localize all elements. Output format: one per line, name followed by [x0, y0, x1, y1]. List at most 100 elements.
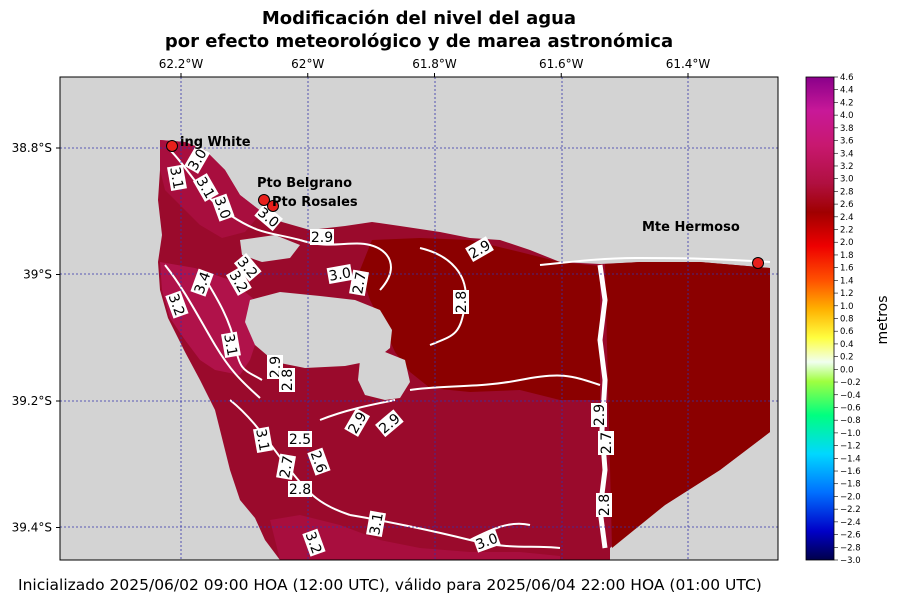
- colorbar-tick-label: 0.8: [840, 315, 854, 325]
- colorbar-tick-label: 3.6: [840, 137, 854, 147]
- svg-text:2.9: 2.9: [311, 230, 333, 246]
- colorbar-tick-label: 1.2: [840, 289, 854, 299]
- colorbar-ticks: 4.6 4.4 4.2 4.0 3.8 3.6 3.4 3.2 3.0 2.8 2.6 2.4 2.2 2…: [834, 73, 861, 566]
- longitude-tick-label: 61.6°W: [539, 57, 584, 71]
- station-pto-belgrano-label: Pto Belgrano: [257, 176, 352, 191]
- colorbar-tick-label: 4.2: [840, 98, 854, 108]
- colorbar-tick-label: 1.0: [840, 302, 854, 312]
- station-pto-rosales-label: Pto Rosales: [272, 195, 358, 210]
- contour-label: 2.8: [288, 481, 312, 498]
- colorbar-tick-label: −1.0: [840, 429, 861, 439]
- svg-text:3.0: 3.0: [211, 195, 234, 221]
- station-pto-rosales-marker[interactable]: [267, 200, 279, 212]
- contour-label: 2.8: [453, 290, 470, 314]
- contour-label: 2.7: [598, 431, 615, 455]
- map-frame: [59, 76, 779, 561]
- colorbar-tick-label: 4.0: [840, 111, 854, 121]
- contour-label: 3.0: [472, 529, 501, 554]
- island-east: [358, 352, 410, 400]
- svg-text:2.9: 2.9: [592, 404, 608, 426]
- colorbar-tick-label: −1.4: [840, 454, 861, 464]
- map-title-line2: por efecto meteorológico y de marea astr…: [164, 31, 674, 52]
- colorbar-tick-label: 2.0: [840, 238, 854, 248]
- colorbar-tick-label: −1.6: [840, 467, 861, 477]
- colorbar-tick-label: 2.2: [840, 226, 854, 236]
- svg-text:3.0: 3.0: [474, 531, 500, 554]
- contour-label: 3.4: [190, 268, 214, 297]
- colorbar-tick-label: 3.0: [840, 175, 854, 185]
- station-mte-hermoso-marker[interactable]: [752, 257, 764, 269]
- island-north: [240, 235, 300, 262]
- svg-text:2.7: 2.7: [599, 432, 615, 454]
- station-pto-belgrano-marker[interactable]: [258, 194, 270, 206]
- svg-text:3.1: 3.1: [220, 333, 240, 358]
- colorbar-tick-label: 0.4: [840, 340, 854, 350]
- colorbar-tick-label: 0.2: [840, 353, 854, 363]
- eastern-water: [605, 262, 770, 548]
- svg-text:2.5: 2.5: [289, 432, 311, 448]
- contour-label: 3.1: [220, 331, 241, 359]
- colorbar-tick-label: 2.8: [840, 187, 854, 197]
- svg-text:2.7: 2.7: [350, 271, 370, 296]
- central-water: [360, 238, 600, 400]
- latitude-tick-label: 38.8°S: [12, 141, 52, 155]
- contour-label: 3.0: [326, 264, 354, 285]
- longitude-tick-label: 62°W: [291, 57, 324, 71]
- colorbar-tick-label: −2.4: [840, 518, 861, 528]
- svg-text:2.6: 2.6: [307, 449, 330, 475]
- forecast-footer: Inicializado 2025/06/02 09:00 HOA (12:00…: [18, 576, 762, 594]
- colorbar-tick-label: 1.6: [840, 264, 854, 274]
- colorbar-tick-label: 3.2: [840, 162, 854, 172]
- colorbar-tick-label: 4.6: [840, 73, 854, 83]
- contour-label: 2.8: [279, 368, 296, 392]
- station-ing-white-label: ing White: [180, 135, 251, 150]
- colorbar-tick-label: −0.4: [840, 391, 861, 401]
- colorbar-tick-label: −2.2: [840, 505, 861, 515]
- contour-label: 2.7: [349, 269, 370, 297]
- svg-text:3.1: 3.1: [252, 428, 272, 453]
- longitude-tick-label: 62.2°W: [159, 57, 204, 71]
- contour-label: 3.1: [366, 510, 387, 538]
- contour-label: 3.1: [252, 426, 273, 454]
- colorbar-tick-label: 1.8: [840, 251, 854, 261]
- contour-label: 3.1: [166, 164, 187, 192]
- colorbar-tick-label: 2.6: [840, 200, 854, 210]
- longitude-tick-label: 61.8°W: [412, 57, 457, 71]
- svg-text:2.8: 2.8: [289, 482, 311, 498]
- colorbar-tick-label: −0.2: [840, 378, 861, 388]
- svg-text:2.8: 2.8: [280, 369, 296, 391]
- colorbar-tick-label: 2.4: [840, 213, 854, 223]
- contour-label: 2.6: [307, 447, 331, 476]
- svg-text:2.7: 2.7: [277, 455, 297, 480]
- contour-label: 2.7: [276, 453, 297, 481]
- latitude-axis: 38.8°S 39°S 39.2°S 39.4°S: [12, 141, 60, 535]
- svg-text:2.8: 2.8: [454, 291, 470, 313]
- contour-label: 2.8: [596, 493, 613, 517]
- colorbar-label: metros: [875, 295, 891, 344]
- contour-label: 3.2: [302, 528, 326, 557]
- station-mte-hermoso-label: Mte Hermoso: [642, 220, 740, 235]
- latitude-tick-label: 39.2°S: [12, 394, 52, 408]
- svg-text:3.1: 3.1: [166, 166, 186, 191]
- colorbar-tick-label: 0.6: [840, 327, 854, 337]
- colorbar-tick-label: −2.6: [840, 531, 861, 541]
- svg-text:3.2: 3.2: [165, 292, 188, 318]
- colorbar-tick-label: 0.0: [840, 365, 854, 375]
- station-markers: [166, 140, 764, 269]
- colorbar-tick-label: 3.4: [840, 149, 854, 159]
- colorbar-tick-label: −2.0: [840, 492, 861, 502]
- contour-label: 2.9: [310, 229, 334, 246]
- colorbar-tick-label: 3.8: [840, 124, 854, 134]
- contour-label: 2.5: [288, 431, 312, 448]
- contour-label-group: 3.03.1 3.13.0 3.02.93.02.72.92.83.23.4 3.23…: [165, 145, 615, 557]
- station-ing-white-marker[interactable]: [166, 140, 178, 152]
- colorbar-tick-label: −2.8: [840, 543, 861, 553]
- colorbar: [805, 76, 835, 561]
- southwest-high-zone: [270, 515, 560, 560]
- svg-text:3.0: 3.0: [328, 265, 353, 285]
- contour-label: 2.9: [591, 403, 608, 427]
- colorbar-tick-label: −0.8: [840, 416, 861, 426]
- colorbar-tick-label: −1.2: [840, 442, 861, 452]
- colorbar-tick-label: −1.8: [840, 480, 861, 490]
